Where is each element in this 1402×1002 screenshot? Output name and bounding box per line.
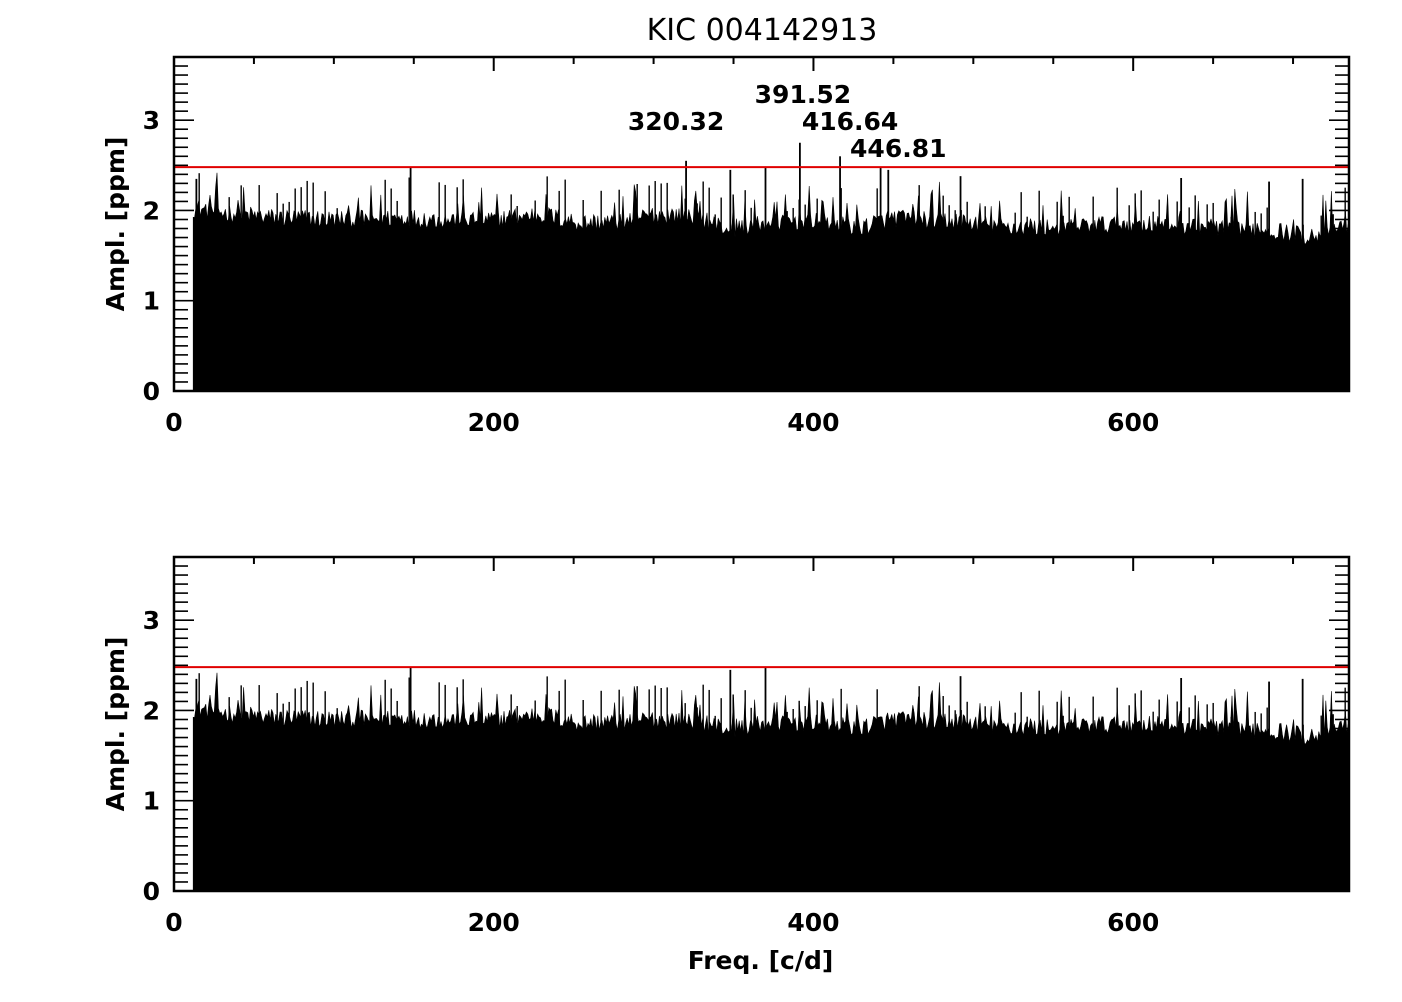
- spectrum-fill: [192, 172, 1350, 392]
- x-tick-label: 400: [787, 908, 839, 937]
- x-tick-label: 600: [1107, 908, 1159, 937]
- peak-annotation: 391.52: [755, 80, 851, 109]
- spectrum-fill: [192, 672, 1350, 892]
- x-tick-label: 600: [1107, 408, 1159, 437]
- plot-gap: [175, 557, 193, 891]
- y-tick-label: 2: [143, 196, 160, 225]
- y-tick-label: 3: [143, 106, 160, 135]
- x-ticks: [173, 557, 1295, 891]
- peak-annotation: 320.32: [628, 107, 724, 136]
- plot-gap: [175, 57, 193, 391]
- peak-annotation: 416.64: [802, 107, 898, 136]
- x-tick-label: 200: [468, 408, 520, 437]
- bottom-panel: 0 200 400 600 0 1 2 3 Ampl. [ppm] Freq. [c/d]: [101, 555, 1351, 975]
- y-ticks: [174, 56, 1349, 392]
- x-axis-label: Freq. [c/d]: [688, 946, 834, 975]
- x-tick-label: 400: [787, 408, 839, 437]
- y-tick-label: 0: [143, 377, 160, 406]
- y-tick-label: 3: [143, 606, 160, 635]
- y-tick-label: 1: [143, 787, 160, 816]
- top-panel: 0 200 400 600 0 1 2 3 Ampl. [ppm] 391.52 320.32 416…: [101, 55, 1351, 437]
- spectrum-spikes: [198, 173, 1346, 244]
- y-tick-label: 2: [143, 696, 160, 725]
- y-ticks: [174, 556, 1349, 892]
- plot-frame: [172, 55, 1351, 393]
- x-tick-label: 200: [468, 908, 520, 937]
- y-tick-label: 1: [143, 287, 160, 316]
- x-tick-label: 0: [165, 408, 182, 437]
- spectrum-spikes: [198, 673, 1346, 744]
- y-axis-label: Ampl. [ppm]: [101, 637, 130, 812]
- x-tick-label: 0: [165, 908, 182, 937]
- chart-title: KIC 004142913: [647, 13, 878, 48]
- plot-frame: [172, 555, 1351, 893]
- y-tick-label: 0: [143, 877, 160, 906]
- peak-annotation: 446.81: [850, 134, 946, 163]
- x-ticks: [173, 57, 1295, 391]
- y-axis-label: Ampl. [ppm]: [101, 137, 130, 312]
